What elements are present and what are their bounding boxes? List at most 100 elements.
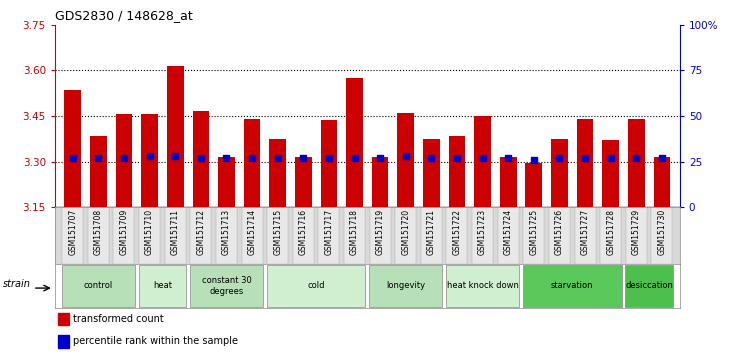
Bar bbox=[139, 265, 186, 307]
Bar bbox=[626, 265, 673, 307]
Bar bbox=[369, 265, 442, 307]
Bar bbox=[626, 207, 647, 264]
Bar bbox=[139, 207, 160, 264]
Bar bbox=[218, 157, 235, 207]
Point bbox=[195, 155, 207, 161]
Point bbox=[67, 155, 79, 161]
Bar bbox=[395, 207, 416, 264]
Text: heat knock down: heat knock down bbox=[447, 281, 518, 290]
Text: GSM151728: GSM151728 bbox=[606, 209, 616, 255]
Bar bbox=[370, 207, 390, 264]
Text: GDS2830 / 148628_at: GDS2830 / 148628_at bbox=[55, 9, 192, 22]
Point bbox=[477, 155, 488, 161]
Bar bbox=[575, 207, 596, 264]
Point bbox=[400, 153, 412, 159]
Bar bbox=[423, 139, 439, 207]
Bar bbox=[58, 335, 69, 348]
Bar bbox=[216, 207, 237, 264]
Bar bbox=[344, 207, 365, 264]
Bar bbox=[447, 207, 468, 264]
Text: GSM151724: GSM151724 bbox=[504, 209, 512, 255]
Bar bbox=[523, 265, 621, 307]
Bar bbox=[293, 207, 314, 264]
Bar bbox=[164, 207, 186, 264]
Bar bbox=[526, 163, 542, 207]
Bar bbox=[267, 265, 366, 307]
Bar bbox=[58, 313, 69, 325]
Text: GSM151722: GSM151722 bbox=[452, 209, 461, 255]
Text: GSM151709: GSM151709 bbox=[119, 209, 129, 255]
Text: GSM151714: GSM151714 bbox=[248, 209, 257, 255]
Text: GSM151716: GSM151716 bbox=[299, 209, 308, 255]
Point bbox=[272, 155, 284, 161]
Bar bbox=[90, 136, 107, 207]
Point bbox=[425, 155, 437, 161]
Bar bbox=[498, 207, 519, 264]
Text: GSM151720: GSM151720 bbox=[401, 209, 410, 255]
Bar bbox=[446, 265, 519, 307]
Bar bbox=[449, 136, 466, 207]
Text: GSM151712: GSM151712 bbox=[197, 209, 205, 255]
Bar bbox=[602, 140, 619, 207]
Bar bbox=[295, 157, 311, 207]
Bar bbox=[62, 265, 135, 307]
Point bbox=[528, 157, 539, 162]
Text: GSM151711: GSM151711 bbox=[171, 209, 180, 255]
Bar bbox=[62, 207, 83, 264]
Point bbox=[93, 155, 105, 161]
Point bbox=[221, 155, 232, 161]
Bar bbox=[269, 139, 286, 207]
Bar bbox=[551, 139, 568, 207]
Text: control: control bbox=[84, 281, 113, 290]
Text: GSM151730: GSM151730 bbox=[657, 209, 667, 255]
Text: GSM151725: GSM151725 bbox=[529, 209, 538, 255]
Text: GSM151719: GSM151719 bbox=[376, 209, 385, 255]
Text: percentile rank within the sample: percentile rank within the sample bbox=[73, 336, 238, 346]
Point bbox=[656, 155, 667, 161]
Bar bbox=[321, 120, 337, 207]
Point bbox=[349, 155, 360, 161]
Point bbox=[170, 153, 181, 159]
Bar bbox=[500, 157, 517, 207]
Bar bbox=[115, 114, 132, 207]
Bar bbox=[190, 265, 263, 307]
Text: GSM151710: GSM151710 bbox=[145, 209, 154, 255]
Bar bbox=[346, 78, 363, 207]
Bar bbox=[267, 207, 288, 264]
Bar bbox=[654, 157, 670, 207]
Point bbox=[579, 155, 591, 161]
Bar bbox=[549, 207, 570, 264]
Text: GSM151708: GSM151708 bbox=[94, 209, 103, 255]
Bar bbox=[243, 119, 260, 207]
Bar bbox=[577, 119, 594, 207]
Text: strain: strain bbox=[3, 279, 31, 289]
Bar bbox=[398, 113, 414, 207]
Text: GSM151721: GSM151721 bbox=[427, 209, 436, 255]
Point bbox=[451, 155, 463, 161]
Bar bbox=[192, 112, 209, 207]
Text: longevity: longevity bbox=[386, 281, 425, 290]
Bar bbox=[474, 116, 491, 207]
Text: GSM151727: GSM151727 bbox=[580, 209, 590, 255]
Bar bbox=[421, 207, 442, 264]
Bar bbox=[372, 157, 388, 207]
Bar bbox=[600, 207, 621, 264]
Point bbox=[374, 155, 386, 161]
Point bbox=[144, 153, 156, 159]
Text: heat: heat bbox=[153, 281, 172, 290]
Point bbox=[323, 155, 335, 161]
Text: GSM151707: GSM151707 bbox=[68, 209, 77, 255]
Text: transformed count: transformed count bbox=[73, 314, 164, 324]
Bar bbox=[113, 207, 135, 264]
Point bbox=[553, 155, 565, 161]
Point bbox=[502, 155, 514, 161]
Text: constant 30
degrees: constant 30 degrees bbox=[202, 276, 251, 296]
Bar bbox=[241, 207, 262, 264]
Text: GSM151726: GSM151726 bbox=[555, 209, 564, 255]
Point bbox=[605, 155, 616, 161]
Point bbox=[118, 155, 130, 161]
Point bbox=[630, 155, 642, 161]
Text: GSM151713: GSM151713 bbox=[222, 209, 231, 255]
Bar bbox=[523, 207, 545, 264]
Bar bbox=[651, 207, 673, 264]
